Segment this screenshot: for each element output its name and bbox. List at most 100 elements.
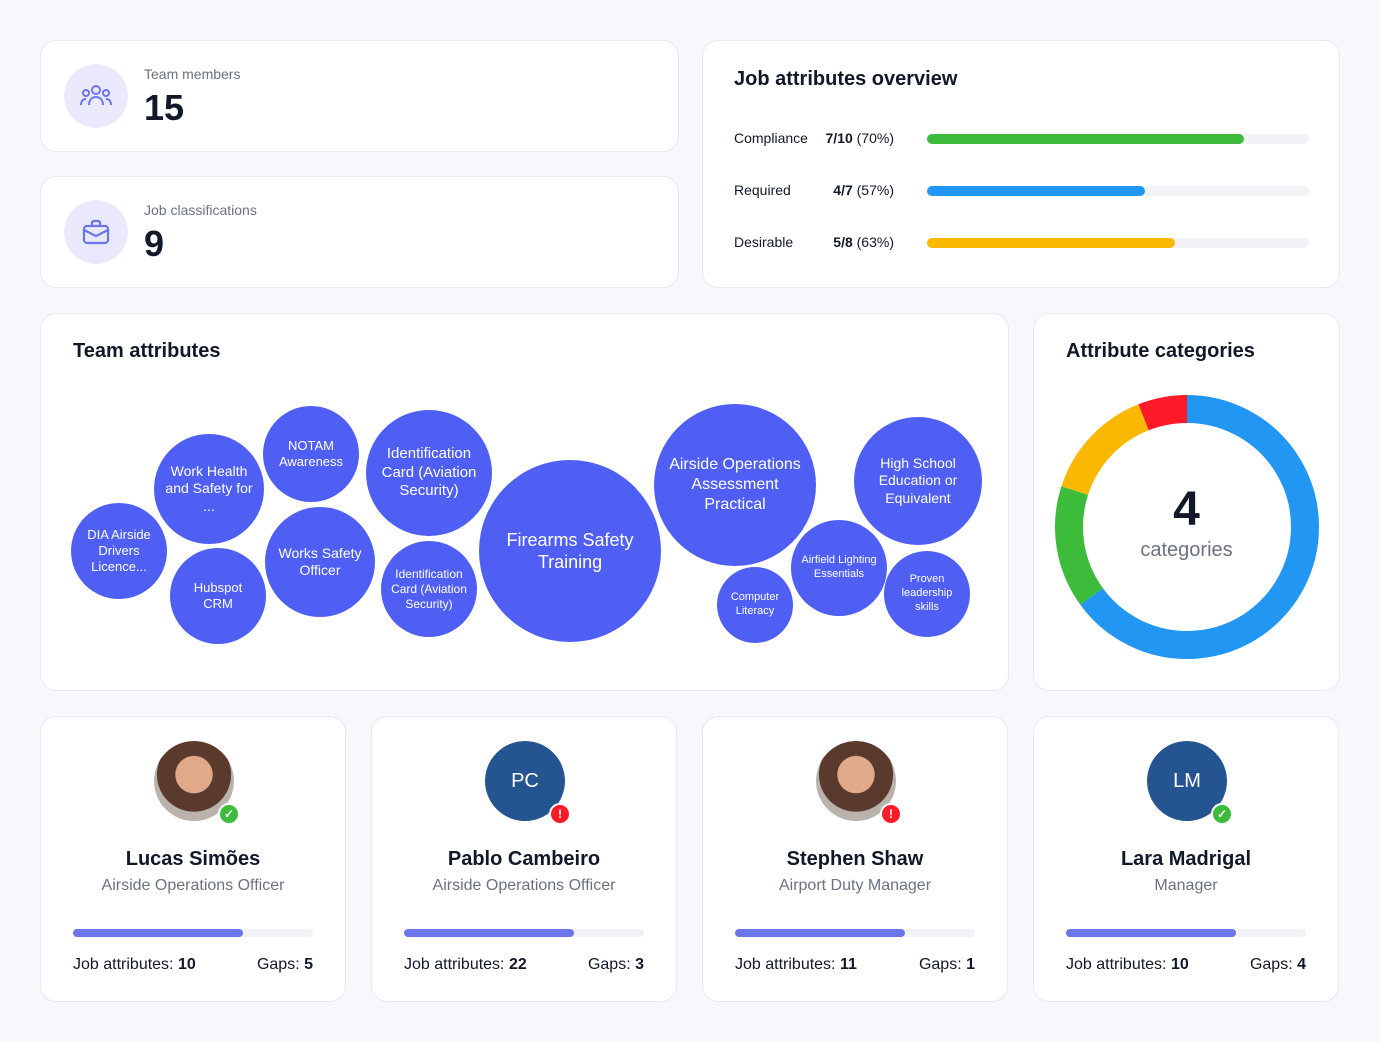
row-value: 7/10 (70%)	[814, 130, 895, 146]
stat-value: 1	[966, 956, 975, 973]
row-label: Compliance	[734, 130, 808, 146]
attribute-bubble[interactable]: NOTAM Awareness	[263, 406, 359, 502]
attribute-bubble[interactable]: Identification Card (Aviation Security)	[366, 410, 492, 536]
row-count: 5/8	[833, 234, 853, 250]
attribute-bubble[interactable]: High School Education or Equivalent	[854, 417, 982, 545]
team-member-card[interactable]: ! Stephen Shaw Airport Duty Manager Job …	[702, 716, 1008, 1002]
stat-value: 3	[635, 956, 644, 973]
row-value: 4/7 (57%)	[814, 182, 894, 198]
member-progress-bar	[735, 929, 975, 937]
alert-icon: !	[880, 803, 902, 825]
donut-segment	[1138, 395, 1188, 431]
bubble-label: Identification Card (Aviation Security)	[391, 566, 467, 611]
job-attributes-count: Job attributes: 22	[404, 956, 527, 974]
attribute-bubble[interactable]: Computer Literacy	[717, 567, 793, 643]
bubble-label: Firearms Safety Training	[506, 529, 634, 573]
member-progress-fill	[735, 929, 906, 937]
progress-bar	[927, 134, 1309, 144]
categories-caption: categories	[1140, 539, 1233, 561]
attribute-bubble[interactable]: Airfield Lighting Essentials	[791, 520, 887, 616]
member-role: Airport Duty Manager	[778, 877, 932, 894]
avatar-photo: !	[816, 741, 902, 825]
row-label: Required	[734, 182, 791, 198]
gaps-count: Gaps: 3	[588, 956, 644, 974]
stat-value: 11	[839, 956, 857, 973]
attribute-bubble[interactable]: Hubspot CRM	[170, 548, 266, 644]
stat-label: Job attributes:	[1066, 956, 1167, 973]
bubble-label: Airside Operations Assessment Practical	[669, 456, 801, 513]
stat-value: 5	[304, 956, 313, 973]
row-percent: (57%)	[856, 182, 894, 198]
job-attributes-count: Job attributes: 10	[73, 956, 196, 974]
member-name: Lara Madrigal	[1120, 848, 1252, 870]
attribute-bubble[interactable]: Work Health and Safety for ...	[154, 434, 264, 544]
check-icon: ✓	[218, 803, 240, 825]
progress-fill	[927, 238, 1176, 248]
attribute-bubble[interactable]: DIA Airside Drivers Licence...	[71, 503, 167, 599]
categories-title: Attribute categories	[1066, 340, 1255, 362]
categories-count: 4	[1173, 483, 1200, 536]
avatar-photo: ✓	[154, 741, 240, 825]
attribute-bubble[interactable]: Airside Operations Assessment Practical	[654, 404, 816, 566]
donut-segment	[1080, 395, 1319, 659]
gaps-count: Gaps: 5	[257, 956, 313, 974]
bubble-label: NOTAM Awareness	[278, 437, 344, 469]
member-progress-bar	[73, 929, 313, 937]
row-percent: (70%)	[856, 130, 894, 146]
gaps-count: Gaps: 1	[919, 956, 975, 974]
avatar-initials: PC!	[485, 741, 571, 825]
team-attributes-card: Team attributes DIA Airside Drivers Lice…	[40, 313, 1009, 691]
stat-label: Gaps:	[587, 956, 631, 973]
stat-label: Job classifications	[144, 202, 257, 218]
bubble-label: Work Health and Safety for ...	[165, 462, 253, 514]
attribute-bubble[interactable]: Firearms Safety Training	[479, 460, 661, 642]
stat-label: Job attributes:	[735, 956, 836, 973]
bubble-label: Proven leadership skills	[901, 573, 953, 613]
avatar-initials: LM ✓	[1147, 741, 1233, 825]
team-member-card[interactable]: PC! Pablo Cambeiro Airside Operations Of…	[371, 716, 677, 1002]
member-role: Airside Operations Officer	[432, 877, 616, 894]
row-percent: (63%)	[856, 234, 894, 250]
initials: PC	[511, 769, 539, 792]
team-member-card[interactable]: LM ✓ Lara Madrigal Manager Job attributes…	[1033, 716, 1339, 1002]
bubble-label: Computer Literacy	[730, 591, 780, 617]
donut-segment	[1061, 404, 1150, 496]
member-progress-fill	[404, 929, 575, 937]
row-count: 4/7	[833, 182, 853, 198]
stat-label: Job attributes:	[404, 956, 505, 973]
attribute-bubble[interactable]: Identification Card (Aviation Security)	[381, 541, 477, 637]
member-progress-fill	[73, 929, 244, 937]
job-attributes-overview-card: Job attributes overview Compliance 7/10 …	[702, 40, 1340, 288]
overview-row-required: Required 4/7 (57%)	[734, 180, 1309, 200]
team-attributes-title: Team attributes	[73, 340, 221, 362]
stat-value: 9	[144, 223, 165, 264]
bubble-label: DIA Airside Drivers Licence...	[87, 526, 151, 575]
gaps-count: Gaps: 4	[1250, 956, 1306, 974]
donut-segment	[1055, 486, 1104, 605]
progress-fill	[927, 186, 1145, 196]
bubble-label: Hubspot CRM	[193, 579, 243, 611]
attribute-bubble[interactable]: Works Safety Officer	[265, 507, 375, 617]
stat-label: Gaps:	[1249, 956, 1293, 973]
member-progress-bar	[1066, 929, 1306, 937]
member-role: Manager	[1154, 877, 1218, 894]
categories-donut-chart	[1055, 395, 1319, 659]
member-progress-fill	[1066, 929, 1237, 937]
initials: LM	[1173, 769, 1201, 792]
row-count: 7/10	[825, 130, 853, 146]
check-icon: ✓	[1211, 803, 1233, 825]
team-member-card[interactable]: ✓ Lucas Simões Airside Operations Office…	[40, 716, 346, 1002]
stat-value: 22	[508, 956, 527, 973]
progress-fill	[927, 134, 1245, 144]
overview-title: Job attributes overview	[734, 68, 958, 90]
stat-value: 10	[177, 956, 196, 973]
bubble-label: High School Education or Equivalent	[878, 454, 958, 506]
member-name: Pablo Cambeiro	[447, 848, 601, 870]
stat-value: 15	[144, 87, 185, 128]
progress-bar	[927, 238, 1309, 248]
overview-row-desirable: Desirable 5/8 (63%)	[734, 232, 1309, 252]
job-attributes-count: Job attributes: 11	[735, 956, 857, 974]
job-attributes-count: Job attributes: 10	[1066, 956, 1189, 974]
overview-row-compliance: Compliance 7/10 (70%)	[734, 128, 1309, 148]
attribute-bubble[interactable]: Proven leadership skills	[884, 551, 970, 637]
